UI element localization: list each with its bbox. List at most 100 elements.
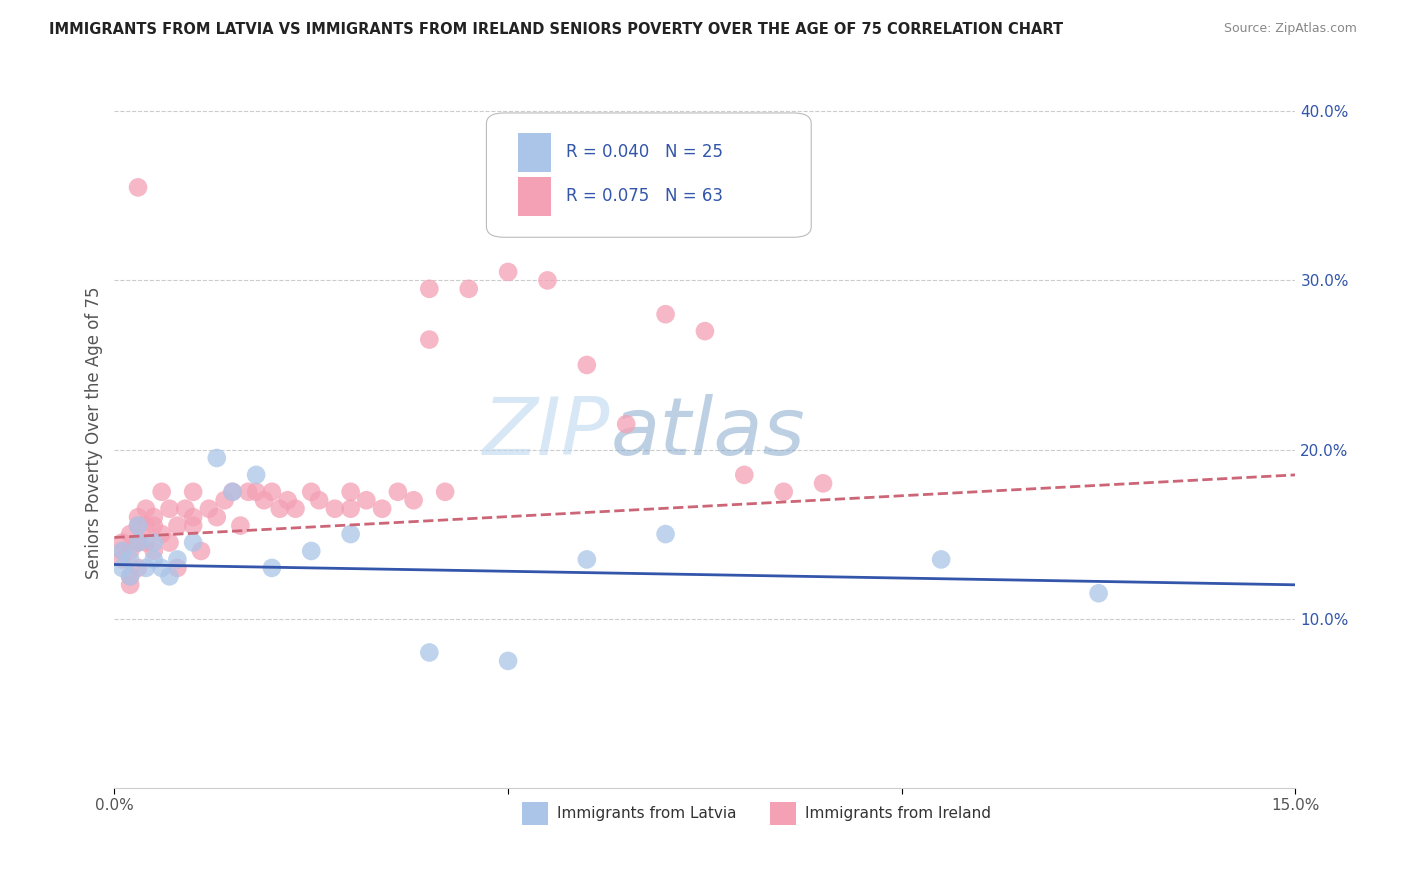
Point (166, 552, 188, 566)
Point (150, 484, 173, 499)
Point (221, 484, 243, 499)
Point (614, 417, 637, 431)
Point (111, 552, 134, 566)
Point (166, 518, 188, 533)
Point (323, 501, 346, 516)
Point (339, 484, 361, 499)
Point (159, 501, 181, 516)
Bar (770, 802, 796, 825)
Point (221, 484, 243, 499)
Point (150, 561, 173, 575)
Point (159, 569, 181, 583)
Point (277, 493, 299, 508)
Point (418, 282, 440, 296)
Point (198, 501, 221, 516)
Point (120, 552, 142, 566)
Text: ZIP: ZIP (484, 393, 610, 472)
Point (284, 501, 307, 516)
Y-axis label: Seniors Poverty Over the Age of 75: Seniors Poverty Over the Age of 75 (86, 286, 103, 579)
Point (457, 282, 479, 296)
Bar (519, 177, 551, 216)
Point (253, 493, 276, 508)
Point (811, 476, 834, 491)
Point (135, 535, 157, 549)
Bar (519, 133, 551, 172)
Point (654, 527, 676, 541)
Point (654, 307, 676, 321)
Point (127, 180, 149, 194)
Point (260, 484, 283, 499)
Point (387, 484, 409, 499)
Point (190, 544, 212, 558)
Bar (522, 802, 548, 825)
Point (299, 544, 322, 558)
Point (299, 484, 322, 499)
Point (575, 552, 598, 566)
Point (693, 324, 716, 338)
Point (536, 273, 558, 287)
Point (181, 535, 204, 549)
Point (142, 518, 165, 533)
Point (111, 544, 134, 558)
Point (181, 484, 204, 499)
Point (269, 501, 291, 516)
Point (496, 654, 519, 668)
Point (135, 501, 157, 516)
Point (127, 561, 149, 575)
Point (402, 493, 425, 508)
Point (205, 510, 228, 524)
Text: Immigrants from Latvia: Immigrants from Latvia (557, 805, 737, 821)
Point (181, 510, 204, 524)
Text: IMMIGRANTS FROM LATVIA VS IMMIGRANTS FROM IRELAND SENIORS POVERTY OVER THE AGE O: IMMIGRANTS FROM LATVIA VS IMMIGRANTS FRO… (49, 22, 1063, 37)
Text: atlas: atlas (610, 393, 806, 472)
Point (260, 561, 283, 575)
Point (339, 527, 361, 541)
Text: R = 0.075   N = 63: R = 0.075 N = 63 (565, 187, 723, 205)
Point (214, 493, 236, 508)
Point (181, 518, 204, 533)
Point (166, 561, 188, 575)
Point (418, 333, 440, 347)
Point (496, 265, 519, 279)
Point (575, 358, 598, 372)
Text: Source: ZipAtlas.com: Source: ZipAtlas.com (1223, 22, 1357, 36)
Point (111, 561, 134, 575)
Point (1087, 586, 1109, 600)
Point (174, 501, 197, 516)
Point (127, 535, 149, 549)
Point (127, 510, 149, 524)
Point (120, 569, 142, 583)
Point (127, 518, 149, 533)
Point (229, 518, 252, 533)
Point (245, 467, 267, 482)
Point (150, 527, 173, 541)
Point (142, 535, 165, 549)
Point (120, 569, 142, 583)
Point (111, 544, 134, 558)
Point (127, 535, 149, 549)
Point (120, 544, 142, 558)
Point (929, 552, 952, 566)
Point (245, 484, 267, 499)
Point (371, 501, 394, 516)
Point (308, 493, 330, 508)
Point (142, 552, 165, 566)
Point (434, 484, 457, 499)
Point (127, 518, 149, 533)
Point (418, 645, 440, 659)
Point (772, 484, 794, 499)
Text: Immigrants from Ireland: Immigrants from Ireland (806, 805, 991, 821)
Point (120, 578, 142, 592)
Point (135, 561, 157, 575)
Point (159, 535, 181, 549)
Point (339, 501, 361, 516)
Text: R = 0.040   N = 25: R = 0.040 N = 25 (565, 143, 723, 161)
Point (111, 535, 134, 549)
FancyBboxPatch shape (486, 113, 811, 237)
Point (205, 450, 228, 465)
Point (356, 493, 378, 508)
Point (142, 510, 165, 524)
Point (733, 467, 755, 482)
Point (142, 544, 165, 558)
Point (120, 527, 142, 541)
